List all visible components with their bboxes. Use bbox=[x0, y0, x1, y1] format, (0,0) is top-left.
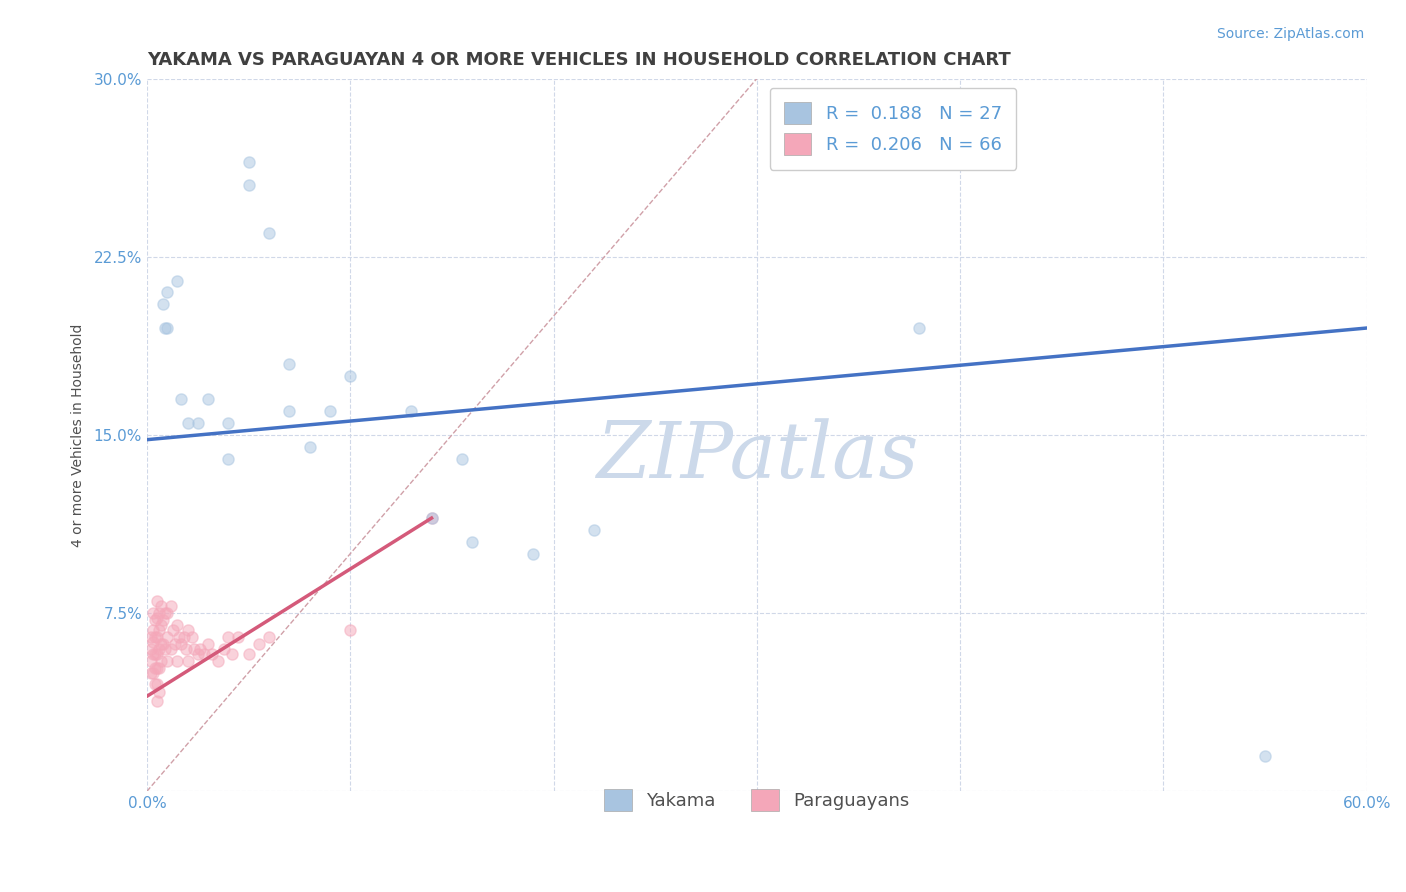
Point bbox=[139, 630, 162, 644]
Point bbox=[143, 677, 166, 691]
Point bbox=[339, 623, 361, 637]
Point bbox=[1254, 748, 1277, 763]
Point bbox=[451, 451, 474, 466]
Point bbox=[156, 321, 179, 335]
Point bbox=[143, 630, 166, 644]
Point bbox=[146, 630, 169, 644]
Point bbox=[197, 637, 219, 651]
Point bbox=[142, 606, 165, 620]
Point bbox=[170, 392, 193, 407]
Point bbox=[156, 606, 179, 620]
Point bbox=[461, 534, 484, 549]
Point bbox=[150, 599, 173, 613]
Point bbox=[247, 637, 270, 651]
Point bbox=[176, 623, 198, 637]
Point bbox=[180, 630, 202, 644]
Point bbox=[160, 641, 183, 656]
Point bbox=[176, 416, 198, 430]
Point bbox=[257, 226, 280, 240]
Point bbox=[238, 647, 260, 661]
Point bbox=[142, 623, 165, 637]
Point bbox=[238, 154, 260, 169]
Point bbox=[150, 654, 173, 668]
Point bbox=[143, 647, 166, 661]
Point bbox=[142, 647, 165, 661]
Point bbox=[174, 641, 197, 656]
Point bbox=[139, 654, 162, 668]
Text: Source: ZipAtlas.com: Source: ZipAtlas.com bbox=[1216, 27, 1364, 41]
Point bbox=[148, 661, 170, 675]
Point bbox=[298, 440, 321, 454]
Point bbox=[139, 665, 162, 680]
Point bbox=[150, 637, 173, 651]
Point bbox=[142, 665, 165, 680]
Point bbox=[257, 630, 280, 644]
Point bbox=[176, 654, 198, 668]
Point bbox=[193, 647, 215, 661]
Point bbox=[155, 321, 177, 335]
Point bbox=[183, 641, 205, 656]
Point bbox=[156, 630, 179, 644]
Point bbox=[152, 613, 174, 627]
Point bbox=[156, 285, 179, 300]
Legend: Yakama, Paraguayans: Yakama, Paraguayans bbox=[591, 774, 924, 825]
Point bbox=[420, 511, 443, 525]
Point bbox=[162, 623, 184, 637]
Point bbox=[146, 611, 169, 625]
Point bbox=[221, 647, 243, 661]
Point bbox=[142, 634, 165, 648]
Point bbox=[143, 613, 166, 627]
Point bbox=[278, 404, 301, 418]
Point bbox=[319, 404, 342, 418]
Point bbox=[187, 647, 209, 661]
Point bbox=[146, 594, 169, 608]
Point bbox=[155, 606, 177, 620]
Point bbox=[152, 637, 174, 651]
Y-axis label: 4 or more Vehicles in Household: 4 or more Vehicles in Household bbox=[72, 323, 86, 547]
Point bbox=[228, 630, 250, 644]
Text: YAKAMA VS PARAGUAYAN 4 OR MORE VEHICLES IN HOUSEHOLD CORRELATION CHART: YAKAMA VS PARAGUAYAN 4 OR MORE VEHICLES … bbox=[148, 51, 1011, 69]
Point bbox=[188, 641, 211, 656]
Point bbox=[148, 684, 170, 698]
Point bbox=[165, 637, 187, 651]
Point bbox=[166, 618, 188, 632]
Point bbox=[146, 694, 169, 708]
Point bbox=[156, 654, 179, 668]
Point bbox=[143, 661, 166, 675]
Point bbox=[238, 178, 260, 193]
Point bbox=[148, 641, 170, 656]
Point bbox=[420, 511, 443, 525]
Point bbox=[148, 623, 170, 637]
Point bbox=[197, 392, 219, 407]
Point bbox=[217, 451, 239, 466]
Text: ZIPatlas: ZIPatlas bbox=[596, 418, 918, 494]
Point bbox=[217, 630, 239, 644]
Point bbox=[152, 297, 174, 311]
Point bbox=[908, 321, 931, 335]
Point bbox=[150, 618, 173, 632]
Point bbox=[522, 547, 544, 561]
Point bbox=[170, 637, 193, 651]
Point bbox=[212, 641, 235, 656]
Point bbox=[399, 404, 422, 418]
Point bbox=[339, 368, 361, 383]
Point bbox=[146, 661, 169, 675]
Point bbox=[166, 654, 188, 668]
Point bbox=[160, 599, 183, 613]
Point bbox=[201, 647, 224, 661]
Point bbox=[148, 606, 170, 620]
Point bbox=[187, 416, 209, 430]
Point bbox=[155, 641, 177, 656]
Point bbox=[146, 677, 169, 691]
Point bbox=[173, 630, 195, 644]
Point bbox=[207, 654, 229, 668]
Point bbox=[169, 630, 191, 644]
Point bbox=[139, 641, 162, 656]
Point bbox=[583, 523, 606, 537]
Point bbox=[146, 647, 169, 661]
Point bbox=[217, 416, 239, 430]
Point bbox=[166, 273, 188, 287]
Point bbox=[278, 357, 301, 371]
